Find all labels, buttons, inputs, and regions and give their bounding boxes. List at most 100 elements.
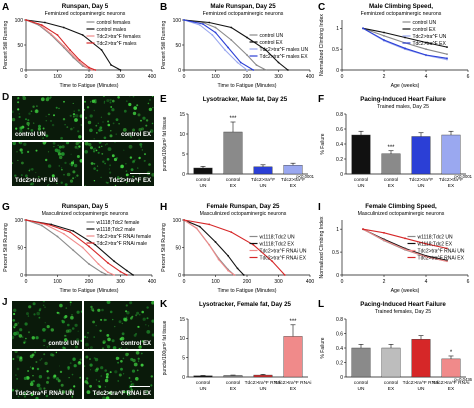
data-point <box>198 225 201 228</box>
data-point <box>246 36 248 39</box>
x-tick-label: EX <box>230 183 237 189</box>
panel-b: B Male Runspan, Day 25 Feminized octopamin… <box>158 0 316 90</box>
fluorescent-speck <box>57 379 61 383</box>
fluorescent-speck <box>72 160 75 162</box>
fluorescent-speck <box>74 323 78 327</box>
legend-label: w1118;Tdc2 EX <box>418 241 453 247</box>
y-axis-label: Normalized Climbing Index <box>319 14 325 76</box>
fluorescent-speck <box>121 322 123 325</box>
x-tick-label: 300 <box>116 74 125 80</box>
fluorescent-speck <box>127 353 129 355</box>
fluorescent-speck <box>38 316 41 319</box>
data-point <box>107 271 109 274</box>
micro-tile-2: control EX <box>84 96 154 140</box>
fluorescent-speck <box>140 363 144 367</box>
y-tick-label: 0.4 <box>336 346 343 352</box>
fluorescent-speck <box>118 320 122 324</box>
y-tick-label: 0.5 <box>332 47 339 53</box>
x-tick-label: 0 <box>25 279 28 285</box>
x-tick-label: UN <box>260 183 267 189</box>
x-tick-label: 100 <box>53 279 62 285</box>
x-axis-label: Age (weeks) <box>391 83 420 89</box>
bar <box>351 134 371 175</box>
panel-label: I <box>318 202 321 213</box>
fluorescent-speck <box>86 106 90 109</box>
fluorescent-speck <box>35 336 39 340</box>
fluorescent-speck <box>151 319 154 323</box>
fluorescent-speck <box>129 96 131 97</box>
x-tick-label: 200 <box>243 279 252 285</box>
fluorescent-speck <box>26 121 30 126</box>
fluorescent-speck <box>13 325 16 329</box>
data-point <box>230 26 233 29</box>
data-point <box>132 274 135 276</box>
fluorescent-speck <box>119 337 123 341</box>
fluorescent-speck <box>131 369 136 373</box>
legend-label: control females <box>96 20 130 26</box>
fluorescent-speck <box>57 152 62 156</box>
fluorescent-speck <box>135 351 140 355</box>
fluorescent-speck <box>108 391 112 395</box>
fluorescent-speck <box>117 380 119 382</box>
fluorescent-speck <box>24 322 28 326</box>
fluorescent-speck <box>33 122 35 124</box>
fluorescent-speck <box>141 340 144 343</box>
fluorescent-speck <box>47 185 49 186</box>
data-point <box>81 246 84 249</box>
fluorescent-speck <box>107 337 111 342</box>
fluorescent-speck <box>47 151 50 153</box>
data-point <box>265 49 267 51</box>
chart-title: Male Runspan, Day 25 <box>210 3 276 10</box>
data-point <box>40 24 43 26</box>
bar <box>283 336 303 378</box>
fluorescent-speck <box>86 336 89 339</box>
line-chart-C: C Male Climbing Speed,Feminized octopamin… <box>318 2 470 89</box>
fluorescent-speck <box>92 320 95 324</box>
fluorescent-speck <box>70 164 74 167</box>
fluorescent-speck <box>51 174 55 178</box>
fluorescent-speck <box>28 331 30 334</box>
fluorescence-texture <box>12 96 82 140</box>
legend-label: Tdc2>tra^F RNAi EX <box>260 255 307 261</box>
fluorescent-speck <box>88 347 90 349</box>
fluorescent-speck <box>87 120 92 125</box>
micro-tile-1: control UN <box>12 96 82 140</box>
fluorescent-speck <box>36 105 38 107</box>
fluorescent-speck <box>72 102 74 104</box>
fluorescent-speck <box>118 123 120 125</box>
data-point <box>81 65 84 67</box>
fluorescent-speck <box>12 117 16 122</box>
fluorescent-speck <box>64 183 68 186</box>
fluorescent-speck <box>108 168 110 170</box>
y-axis-label: % Failure <box>320 337 326 358</box>
fluorescent-speck <box>80 310 82 313</box>
fluorescent-speck <box>61 319 64 322</box>
fluorescent-speck <box>103 102 106 104</box>
panel-d: D control UN control EX Tdc2>tra^F UN Td… <box>0 92 158 192</box>
fluorescent-speck <box>114 142 116 144</box>
fluorescent-speck <box>80 124 82 126</box>
y-tick-label: 50 <box>175 245 181 251</box>
fluorescent-speck <box>133 362 138 367</box>
fluorescent-speck <box>111 339 115 343</box>
x-tick-label: UN <box>200 183 207 189</box>
fluorescent-speck <box>114 184 117 186</box>
y-tick-label: 0.6 <box>336 331 343 337</box>
fluorescent-speck <box>18 334 23 338</box>
fluorescent-speck <box>103 318 106 322</box>
fluorescent-speck <box>120 367 123 371</box>
x-tick-label: UN <box>358 183 365 189</box>
data-point <box>62 26 65 29</box>
chart-subtitle: Masculinized octopaminergic neurons <box>42 211 129 217</box>
significance-annotation: *** <box>387 145 395 151</box>
x-tick-label: 2 <box>383 279 386 285</box>
y-tick-label: 0 <box>20 273 23 279</box>
fluorescent-speck <box>145 119 149 122</box>
legend-label: w1118;Tdc2 EX <box>260 241 295 247</box>
fluorescent-speck <box>140 146 143 148</box>
fluorescent-speck <box>57 312 60 314</box>
fluorescent-speck <box>101 145 103 147</box>
fluorescent-speck <box>69 362 72 364</box>
fluorescent-speck <box>151 173 154 177</box>
data-point <box>208 223 211 226</box>
